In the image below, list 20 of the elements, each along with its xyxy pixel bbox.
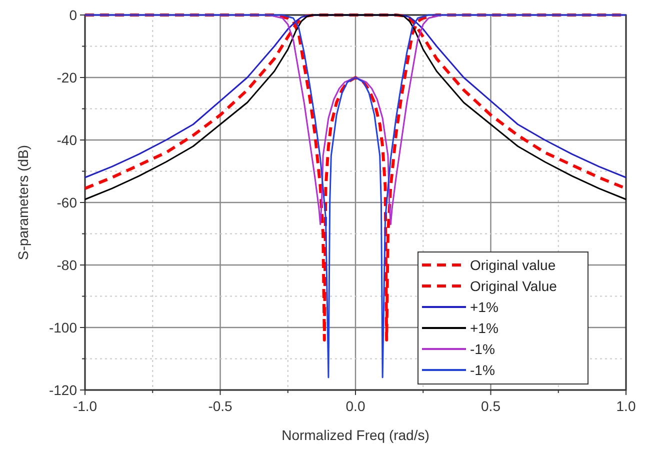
- x-tick-label: 1.0: [616, 398, 636, 414]
- legend-label: -1%: [470, 362, 495, 378]
- y-tick-label: 0: [69, 6, 78, 23]
- y-tick-label: -120: [48, 382, 78, 398]
- y-axis-title: S-parameters (dB): [15, 144, 31, 260]
- x-tick-label: -1.0: [72, 398, 98, 414]
- legend-label: Original Value: [470, 278, 558, 294]
- legend-label: Original value: [470, 256, 556, 273]
- y-tick-label: -80: [56, 256, 78, 273]
- x-tick-label: 0.0: [346, 398, 366, 414]
- y-tick-label: -60: [56, 194, 78, 210]
- y-tick-label: -100: [48, 319, 78, 336]
- legend-label: +1%: [470, 298, 498, 315]
- x-axis-title: Normalized Freq (rad/s): [282, 427, 430, 443]
- x-tick-label: -0.5: [208, 398, 233, 414]
- legend-label: +1%: [470, 320, 498, 336]
- y-tick-label: -20: [56, 69, 78, 86]
- legend-label: -1%: [470, 340, 495, 357]
- x-tick-label: 0.5: [481, 398, 501, 414]
- y-tick-label: -40: [56, 132, 78, 148]
